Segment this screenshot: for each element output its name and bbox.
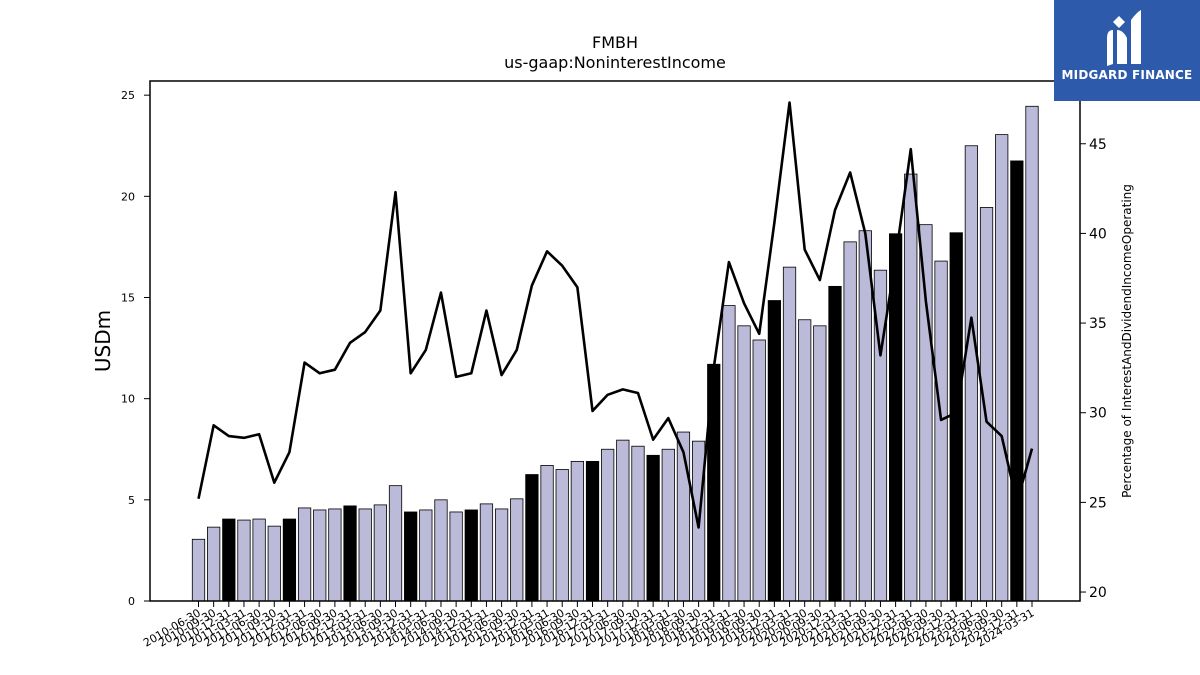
y2-tick-label: 45 — [1089, 137, 1107, 153]
bar — [767, 300, 781, 602]
bar — [419, 509, 433, 602]
bar — [964, 145, 978, 602]
y2-axis-label: Percentage of InterestAndDividendIncomeO… — [1120, 184, 1134, 498]
bar — [494, 508, 509, 602]
bar — [601, 448, 615, 602]
bar — [752, 339, 766, 602]
brand-logo: MIDGARD FINANCE — [1054, 0, 1200, 101]
bar — [479, 503, 494, 602]
logo-mark-icon — [1107, 10, 1141, 66]
bar — [904, 173, 918, 602]
bar — [661, 448, 675, 602]
chart-title: FMBH — [592, 33, 638, 52]
bar — [737, 325, 751, 602]
bar — [252, 518, 266, 602]
bar — [631, 445, 645, 602]
logo-text: MIDGARD FINANCE — [1061, 68, 1193, 82]
bar — [282, 518, 297, 602]
bar — [1025, 105, 1039, 602]
y2-tick-label: 20 — [1089, 585, 1107, 601]
y-tick-label: 10 — [121, 393, 135, 406]
bar — [510, 498, 524, 602]
bar — [525, 474, 539, 602]
bar — [267, 525, 281, 602]
y-tick-label: 0 — [128, 595, 135, 608]
bar — [616, 439, 630, 602]
chart-subtitle: us-gaap:NoninterestIncome — [504, 53, 726, 72]
bar — [434, 499, 448, 602]
bar — [782, 266, 797, 602]
bar — [995, 134, 1009, 602]
bar — [222, 518, 236, 602]
bar — [237, 519, 251, 602]
bar — [843, 241, 857, 602]
bar — [449, 511, 463, 602]
bar — [828, 285, 842, 602]
bar — [570, 460, 584, 602]
bar — [373, 504, 387, 602]
bar — [934, 260, 948, 602]
bar — [358, 508, 372, 602]
bar — [919, 224, 933, 602]
bar — [388, 485, 403, 602]
bar — [464, 509, 478, 602]
bar — [585, 460, 600, 602]
y-tick-label: 5 — [128, 494, 135, 507]
y-tick-label: 25 — [121, 89, 135, 102]
bar — [297, 507, 312, 602]
y2-tick-label: 25 — [1089, 495, 1107, 511]
bar — [798, 319, 812, 602]
y2-tick-label: 30 — [1089, 406, 1107, 422]
bar — [540, 465, 554, 602]
bar — [328, 508, 342, 602]
bar — [313, 509, 327, 602]
bar — [207, 526, 221, 602]
bar — [191, 538, 206, 602]
bar — [555, 469, 569, 602]
series-line — [197, 101, 1034, 529]
bar — [646, 454, 660, 602]
plot-frame — [149, 80, 1081, 602]
bar — [979, 207, 994, 602]
y-tick-label: 15 — [121, 291, 135, 304]
y-axis-label: USDm — [91, 310, 115, 372]
bar — [343, 505, 357, 602]
bar — [1010, 160, 1024, 602]
bar — [949, 232, 963, 602]
bar — [813, 325, 827, 602]
bar — [707, 363, 721, 602]
bar — [722, 305, 736, 602]
y2-tick-label: 35 — [1089, 316, 1107, 332]
y-tick-label: 20 — [121, 190, 135, 203]
y2-tick-label: 40 — [1089, 226, 1107, 242]
bar — [858, 230, 872, 602]
bar — [404, 511, 418, 602]
